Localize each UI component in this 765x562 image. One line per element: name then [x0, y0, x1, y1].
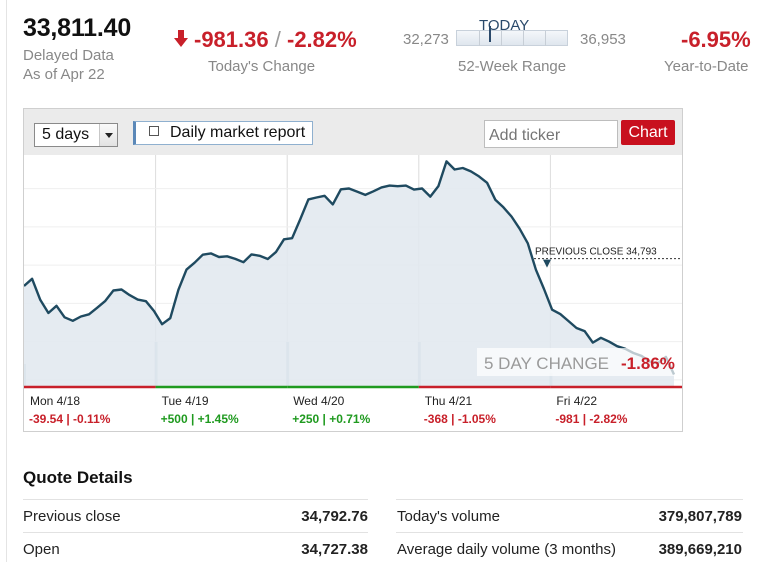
- previous-close-marker: [543, 259, 551, 268]
- day-change: +500 | +1.45%: [160, 412, 239, 426]
- five-day-change-label: 5 DAY CHANGE: [484, 354, 609, 373]
- day-label: Wed 4/20: [293, 394, 345, 408]
- index-price: 33,811.40: [23, 14, 132, 42]
- period-select[interactable]: 5 days: [34, 123, 118, 147]
- period-selected-value: 5 days: [42, 126, 90, 143]
- day-change: -39.54 | -0.11%: [29, 412, 111, 426]
- avg-volume-value: 389,669,210: [658, 541, 742, 558]
- price-chart: PREVIOUS CLOSE 34,793 5 DAY CHANGE -1.86…: [24, 155, 682, 389]
- daily-report-label: Daily market report: [170, 124, 306, 141]
- delayed-data-label: Delayed Data: [23, 47, 114, 64]
- day-change: +250 | +0.71%: [292, 412, 371, 426]
- today-marker-label: TODAY: [479, 17, 530, 34]
- down-arrow-icon: [174, 27, 188, 53]
- todays-change: -981.36 / -2.82%: [174, 27, 357, 53]
- page-left-rule: [6, 0, 7, 562]
- row-divider: [23, 499, 368, 500]
- todays-volume-value: 379,807,789: [658, 508, 742, 525]
- row-divider: [396, 532, 743, 533]
- range-tick: [479, 31, 480, 46]
- daily-report-checkbox[interactable]: [149, 126, 159, 136]
- day-label: Fri 4/22: [556, 394, 598, 408]
- range-low-value: 32,273: [403, 31, 449, 48]
- ytd-label: Year-to-Date: [664, 58, 749, 75]
- row-divider: [396, 499, 743, 500]
- today-range-marker: [489, 26, 491, 42]
- range-tick: [545, 31, 546, 46]
- day-label: Thu 4/21: [424, 394, 473, 408]
- day-change: -368 | -1.05%: [423, 412, 496, 426]
- quote-details-title: Quote Details: [23, 468, 133, 487]
- range-high-value: 36,953: [580, 31, 626, 48]
- range-label: 52-Week Range: [458, 58, 567, 75]
- open-value: 34,727.38: [301, 541, 368, 558]
- day-label: Tue 4/19: [161, 394, 209, 408]
- five-day-change-value: -1.86%: [621, 354, 675, 373]
- todays-change-label: Today's Change: [208, 58, 316, 75]
- five-day-change-box: [477, 348, 682, 376]
- todays-change-value: -981.36: [194, 27, 269, 52]
- previous-close-label: PREVIOUS CLOSE 34,793: [535, 247, 657, 258]
- todays-change-percent: -2.82%: [287, 27, 357, 52]
- row-divider: [23, 532, 368, 533]
- chart-button[interactable]: Chart: [621, 120, 675, 145]
- chevron-down-icon[interactable]: [99, 124, 117, 146]
- previous-close-label: Previous close: [23, 508, 121, 525]
- range-tick: [501, 31, 502, 46]
- day-label: Mon 4/18: [30, 394, 81, 408]
- day-change: -981 | -2.82%: [555, 412, 628, 426]
- daily-report-toggle[interactable]: Daily market report: [133, 121, 313, 145]
- ytd-value: -6.95%: [681, 27, 751, 52]
- price-line: [24, 160, 676, 376]
- todays-volume-label: Today's volume: [397, 508, 500, 525]
- change-separator: /: [274, 27, 281, 52]
- as-of-date: As of Apr 22: [23, 66, 105, 83]
- add-ticker-input[interactable]: [484, 120, 618, 148]
- range-tick: [523, 31, 524, 46]
- range-bar: [456, 30, 568, 46]
- open-label: Open: [23, 541, 60, 558]
- avg-volume-label: Average daily volume (3 months): [397, 541, 616, 558]
- previous-close-value: 34,792.76: [301, 508, 368, 525]
